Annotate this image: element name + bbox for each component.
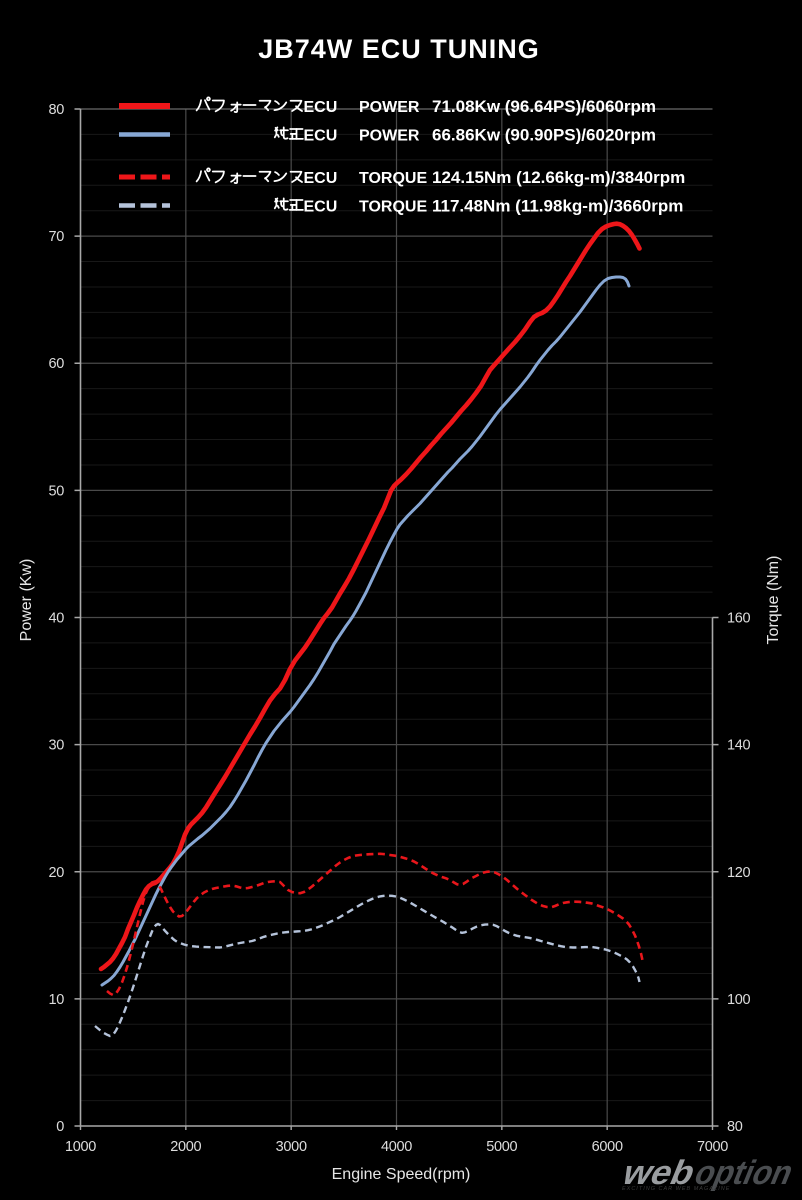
svg-text:10: 10 <box>48 992 64 1008</box>
svg-text:70: 70 <box>48 229 64 245</box>
svg-text:20: 20 <box>48 865 64 881</box>
svg-text:0: 0 <box>56 1119 64 1135</box>
svg-text:50: 50 <box>48 483 64 499</box>
svg-text:4000: 4000 <box>381 1139 412 1155</box>
svg-text:117.48Nm (11.98kg-m)/3660rpm: 117.48Nm (11.98kg-m)/3660rpm <box>432 197 683 216</box>
svg-text:2000: 2000 <box>170 1139 201 1155</box>
svg-text:ECU: ECU <box>304 199 338 216</box>
svg-text:Engine Speed(rpm): Engine Speed(rpm) <box>332 1166 471 1183</box>
svg-text:60: 60 <box>48 356 64 372</box>
svg-text:TORQUE: TORQUE <box>359 170 427 187</box>
svg-text:Power (Kw): Power (Kw) <box>18 559 35 642</box>
svg-text:3000: 3000 <box>276 1139 307 1155</box>
svg-text:ECU: ECU <box>304 128 338 145</box>
svg-text:140: 140 <box>727 738 751 754</box>
svg-text:TORQUE: TORQUE <box>359 199 427 216</box>
svg-text:100: 100 <box>727 992 751 1008</box>
svg-text:160: 160 <box>727 611 751 627</box>
svg-text:POWER: POWER <box>359 99 420 116</box>
svg-text:option: option <box>689 1154 800 1192</box>
svg-text:7000: 7000 <box>697 1139 728 1155</box>
svg-text:120: 120 <box>727 865 751 881</box>
svg-text:66.86Kw (90.90PS)/6020rpm: 66.86Kw (90.90PS)/6020rpm <box>432 126 656 145</box>
svg-text:71.08Kw (96.64PS)/6060rpm: 71.08Kw (96.64PS)/6060rpm <box>432 97 656 116</box>
svg-text:1000: 1000 <box>65 1139 96 1155</box>
svg-text:web: web <box>616 1153 702 1192</box>
svg-text:JB74W ECU TUNING: JB74W ECU TUNING <box>258 34 540 64</box>
svg-text:80: 80 <box>727 1119 743 1135</box>
svg-text:POWER: POWER <box>359 128 420 145</box>
svg-text:EXCITING CAR WEB MAGAZINE: EXCITING CAR WEB MAGAZINE <box>622 1186 730 1192</box>
svg-text:30: 30 <box>48 738 64 754</box>
svg-text:ECU: ECU <box>304 99 338 116</box>
svg-text:124.15Nm (12.66kg-m)/3840rpm: 124.15Nm (12.66kg-m)/3840rpm <box>432 168 685 187</box>
svg-text:5000: 5000 <box>486 1139 517 1155</box>
svg-text:40: 40 <box>48 611 64 627</box>
svg-text:Torque (Nm): Torque (Nm) <box>765 556 782 645</box>
svg-text:ECU: ECU <box>304 170 338 187</box>
svg-text:6000: 6000 <box>592 1139 623 1155</box>
svg-text:80: 80 <box>48 102 64 118</box>
